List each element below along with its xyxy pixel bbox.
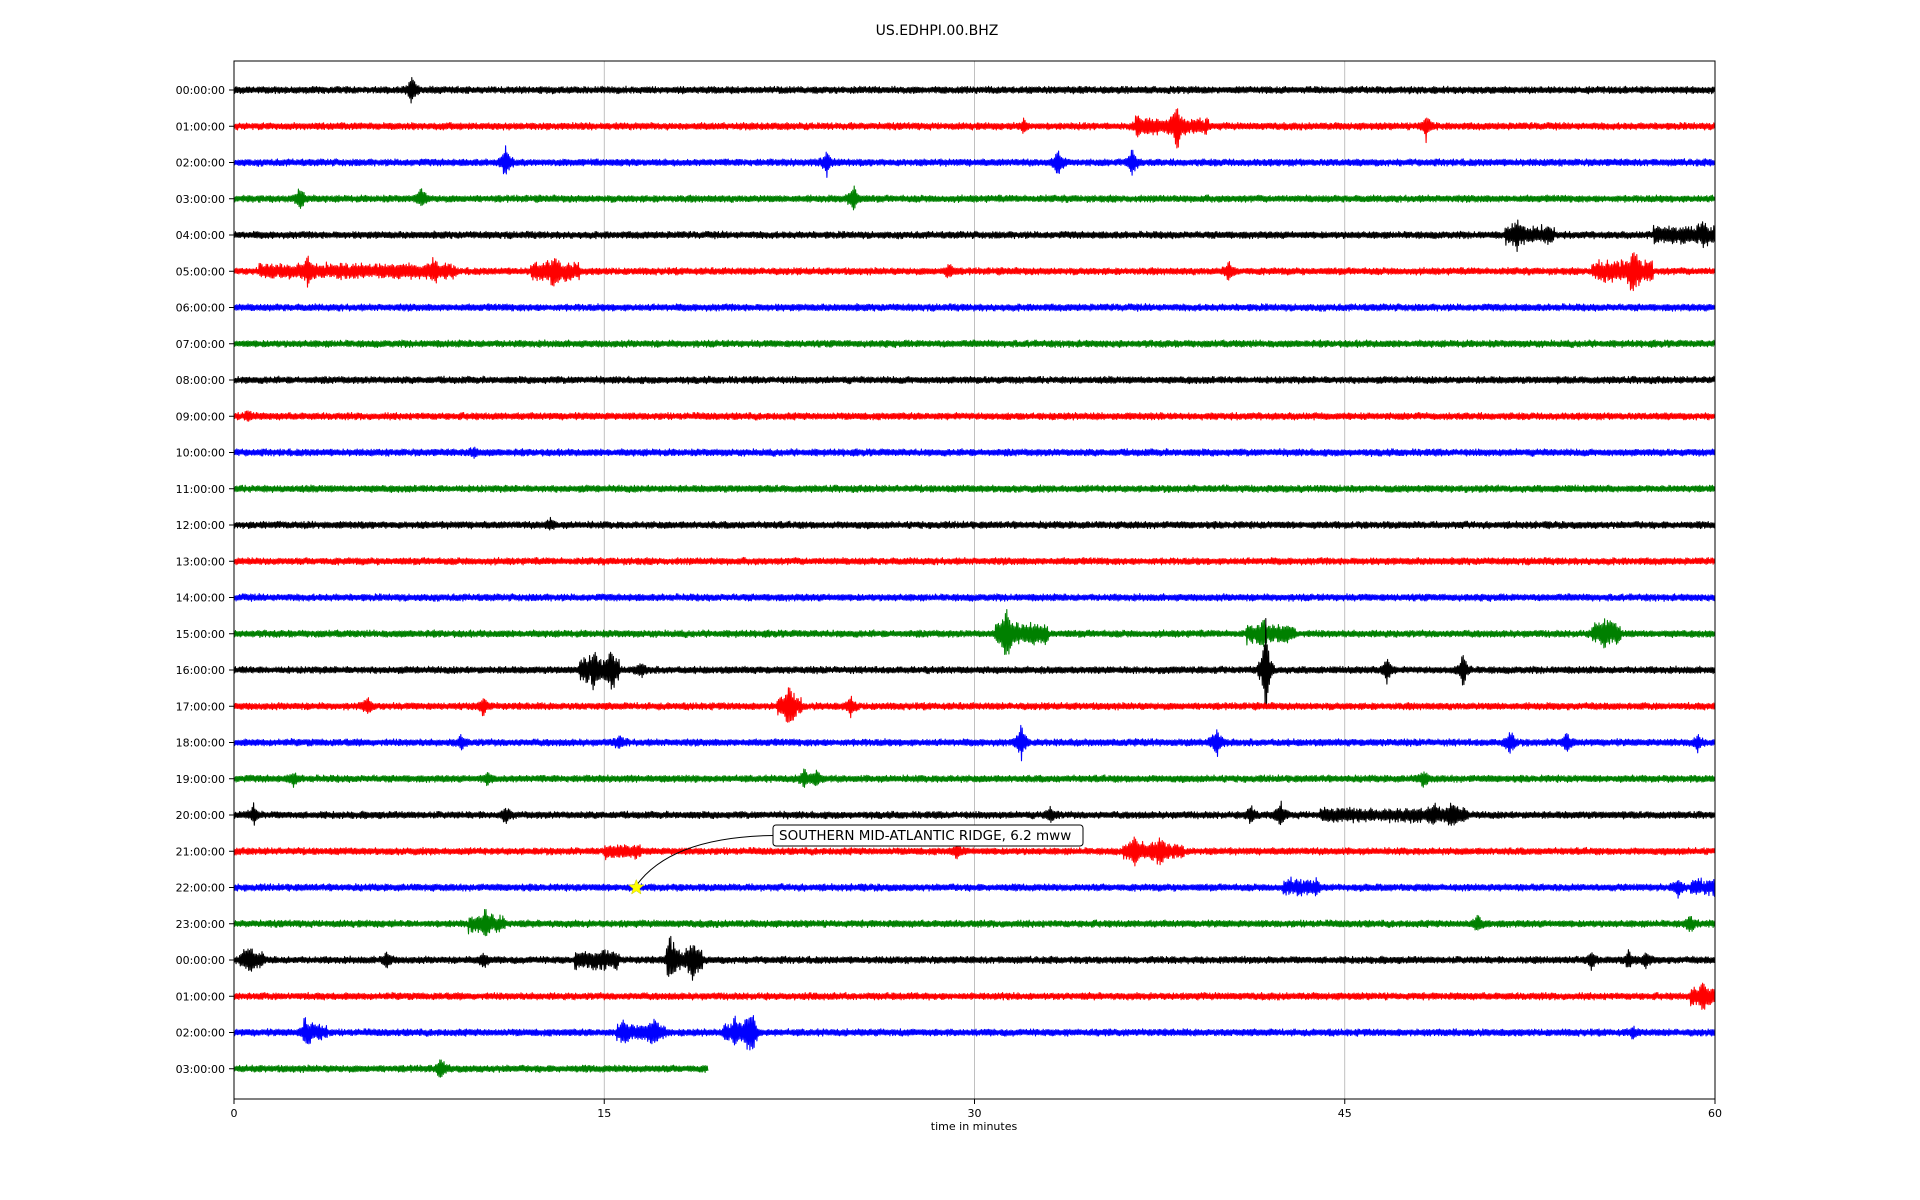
row-label: 21:00:00	[176, 845, 225, 858]
trace-13	[233, 556, 1716, 566]
trace-25	[233, 982, 1716, 1010]
row-label: 15:00:00	[176, 628, 225, 641]
row-label: 09:00:00	[176, 410, 225, 423]
row-label: 03:00:00	[176, 193, 225, 206]
trace-10	[233, 446, 1716, 459]
x-tick-label: 15	[597, 1107, 611, 1120]
row-label: 13:00:00	[176, 555, 225, 568]
x-axis-label: time in minutes	[931, 1120, 1018, 1133]
trace-27	[233, 1059, 709, 1078]
row-label: 08:00:00	[176, 374, 225, 387]
grid-lines	[603, 61, 1346, 1099]
row-label: 11:00:00	[176, 483, 225, 496]
plot-frame	[233, 60, 1716, 1100]
event-label: SOUTHERN MID-ATLANTIC RIDGE, 6.2 mww	[779, 828, 1071, 844]
row-label: 00:00:00	[176, 84, 225, 97]
row-labels: 00:00:00 01:00:00 02:00:00 03:00:00 04:00:00…	[176, 84, 234, 1076]
row-label: 01:00:00	[176, 990, 225, 1003]
row-label: 18:00:00	[176, 737, 225, 750]
row-label: 01:00:00	[176, 120, 225, 133]
event-annotation: SOUTHERN MID-ATLANTIC RIDGE, 6.2 mww	[628, 824, 1084, 895]
trace-14	[233, 593, 1716, 602]
trace-23	[233, 909, 1716, 937]
trace-22	[233, 876, 1716, 899]
x-tick-label: 60	[1708, 1107, 1722, 1120]
trace-6	[233, 303, 1716, 312]
row-label: 03:00:00	[176, 1063, 225, 1076]
event-connector	[635, 835, 774, 886]
trace-19	[233, 768, 1716, 788]
trace-2	[233, 145, 1716, 178]
trace-8	[233, 375, 1716, 385]
trace-16	[233, 617, 1716, 707]
trace-20	[233, 800, 1716, 826]
x-tick-label: 0	[231, 1107, 238, 1120]
row-label: 07:00:00	[176, 338, 225, 351]
row-label: 16:00:00	[176, 664, 225, 677]
event-label-box	[772, 824, 1084, 847]
x-tick-label: 30	[968, 1107, 982, 1120]
trace-24	[233, 935, 1716, 981]
trace-11	[233, 484, 1716, 494]
row-label: 06:00:00	[176, 302, 225, 315]
row-label: 02:00:00	[176, 1027, 225, 1040]
trace-18	[233, 724, 1716, 762]
row-label: 20:00:00	[176, 809, 225, 822]
row-label: 02:00:00	[176, 157, 225, 170]
trace-12	[233, 516, 1716, 531]
row-label: 22:00:00	[176, 882, 225, 895]
row-label: 05:00:00	[176, 265, 225, 278]
trace-3	[233, 185, 1716, 211]
trace-9	[233, 410, 1716, 422]
trace-21	[233, 836, 1716, 867]
row-label: 23:00:00	[176, 918, 225, 931]
event-star-icon	[628, 878, 645, 895]
row-label: 10:00:00	[176, 447, 225, 460]
row-label: 14:00:00	[176, 592, 225, 605]
row-label: 04:00:00	[176, 229, 225, 242]
x-tick-label: 45	[1338, 1107, 1352, 1120]
trace-15	[233, 609, 1716, 655]
row-label: 19:00:00	[176, 773, 225, 786]
trace-4	[233, 219, 1716, 253]
trace-7	[233, 339, 1716, 349]
trace-17	[233, 687, 1716, 723]
row-label: 17:00:00	[176, 700, 225, 713]
trace-5	[233, 252, 1716, 292]
x-axis-ticks: 0 15 30 45 60	[231, 1099, 1722, 1120]
trace-26	[233, 1015, 1716, 1051]
chart-title: US.EDHPI.00.BHZ	[876, 23, 999, 39]
trace-0	[233, 76, 1716, 104]
trace-lines	[233, 76, 1716, 1078]
row-label: 12:00:00	[176, 519, 225, 532]
row-label: 00:00:00	[176, 954, 225, 967]
trace-1	[233, 108, 1716, 149]
